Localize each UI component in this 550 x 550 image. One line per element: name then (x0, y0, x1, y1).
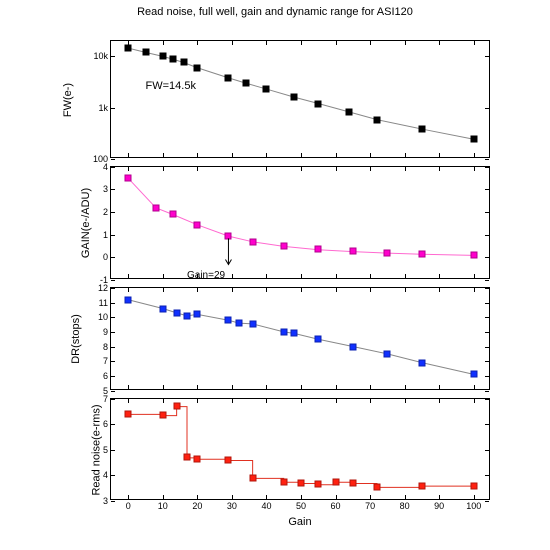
data-marker (315, 481, 322, 488)
data-marker (194, 455, 201, 462)
data-marker (225, 74, 232, 81)
data-marker (125, 296, 132, 303)
data-marker (291, 94, 298, 101)
plot-area: 1001k10kFW=14.5kFW(e-)-101234Gain=29GAIN… (110, 40, 490, 500)
y-axis-label: Read noise(e-rms) (91, 404, 103, 495)
arrow-icon (111, 167, 489, 278)
ytick-label: 1 (103, 230, 111, 240)
data-marker (225, 317, 232, 324)
data-marker (249, 474, 256, 481)
ytick-label: 4 (103, 162, 111, 172)
annotation: FW=14.5k (146, 80, 196, 92)
series-line (111, 41, 489, 157)
data-marker (159, 412, 166, 419)
xtick-label: 50 (296, 499, 306, 511)
data-marker (194, 64, 201, 71)
data-marker (280, 478, 287, 485)
data-marker (418, 482, 425, 489)
ytick-label: 11 (99, 298, 111, 308)
data-marker (225, 457, 232, 464)
data-marker (315, 336, 322, 343)
data-marker (159, 53, 166, 60)
xtick-label: 60 (331, 499, 341, 511)
data-marker (349, 480, 356, 487)
data-marker (291, 330, 298, 337)
data-marker (173, 309, 180, 316)
ytick-label: 4 (103, 470, 111, 480)
data-marker (184, 454, 191, 461)
data-marker (249, 320, 256, 327)
ytick-label: 10 (98, 312, 111, 322)
xtick-label: 80 (400, 499, 410, 511)
data-marker (159, 305, 166, 312)
x-axis-label: Gain (110, 516, 490, 528)
data-marker (125, 45, 132, 52)
data-marker (349, 343, 356, 350)
data-marker (142, 49, 149, 56)
ytick-label: 3 (103, 184, 111, 194)
data-marker (180, 59, 187, 66)
data-marker (242, 80, 249, 87)
data-marker (374, 116, 381, 123)
data-marker (315, 100, 322, 107)
data-marker (235, 320, 242, 327)
xtick-label: 90 (434, 499, 444, 511)
ytick-label: 6 (103, 419, 111, 429)
data-marker (374, 483, 381, 490)
y-axis-label: GAIN(e-/ADU) (80, 188, 92, 258)
y-axis-label: DR(stops) (70, 315, 82, 365)
ytick-label: 6 (103, 371, 111, 381)
ytick-label: 7 (103, 394, 111, 404)
data-marker (332, 478, 339, 485)
data-marker (470, 371, 477, 378)
data-marker (470, 482, 477, 489)
ytick-label: 9 (103, 327, 111, 337)
ytick-label: 8 (103, 342, 111, 352)
data-marker (263, 86, 270, 93)
xtick-label: 30 (227, 499, 237, 511)
ytick-label: 3 (103, 496, 111, 506)
series-line (111, 288, 489, 388)
ytick-label: 7 (103, 356, 111, 366)
xtick-label: 100 (466, 499, 481, 511)
ytick-label: 2 (103, 207, 111, 217)
data-marker (346, 108, 353, 115)
ytick-label: 1k (98, 103, 111, 113)
data-marker (418, 359, 425, 366)
data-marker (298, 480, 305, 487)
xtick-label: 40 (261, 499, 271, 511)
ytick-label: 12 (98, 283, 111, 293)
data-marker (170, 56, 177, 63)
data-marker (184, 312, 191, 319)
xtick-label: 70 (365, 499, 375, 511)
data-marker (418, 126, 425, 133)
xtick-label: 20 (192, 499, 202, 511)
ytick-label: 5 (103, 445, 111, 455)
xtick-label: 10 (158, 499, 168, 511)
data-marker (470, 136, 477, 143)
xtick-label: 0 (126, 499, 131, 511)
data-marker (173, 403, 180, 410)
y-axis-label: FW(e-) (62, 83, 74, 117)
chart-title: Read noise, full well, gain and dynamic … (0, 6, 550, 18)
panel-fw: 1001k10kFW=14.5kFW(e-) (110, 40, 490, 158)
data-marker (125, 410, 132, 417)
data-marker (194, 311, 201, 318)
data-marker (280, 328, 287, 335)
ytick-label: 0 (103, 252, 111, 262)
data-marker (384, 350, 391, 357)
ytick-label: 10k (93, 51, 111, 61)
panel-gain: -101234Gain=29GAIN(e-/ADU) (110, 166, 490, 279)
panel-rn: 345670102030405060708090100Read noise(e-… (110, 398, 490, 500)
panel-dr: 56789101112DR(stops) (110, 287, 490, 389)
